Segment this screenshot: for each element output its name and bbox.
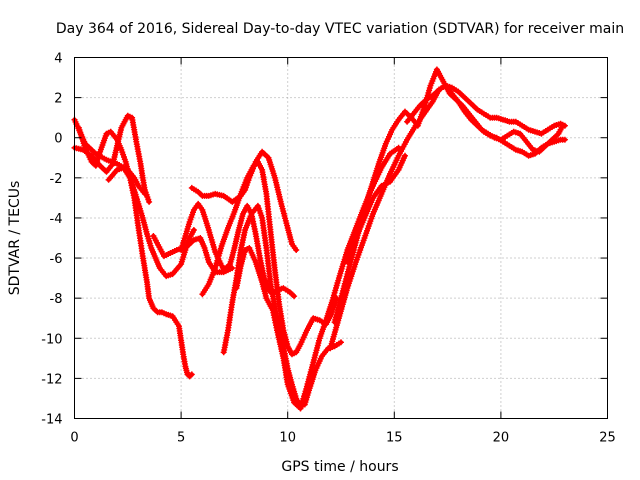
y-tick-label: 2 [54, 92, 62, 107]
x-tick-label: 20 [493, 431, 510, 446]
y-tick-label: -2 [50, 172, 63, 187]
x-tick-label: 10 [279, 431, 296, 446]
series-track-11 [331, 66, 566, 326]
series-markers [331, 66, 566, 326]
y-tick-label: -6 [50, 252, 63, 267]
axis-ticks: 0 5 10 15 20 25 -14 -12 -10 -8 -6 -4 -2 0 2 4 [41, 52, 616, 446]
y-tick-label: -12 [41, 372, 62, 387]
series-track-8 [199, 158, 340, 358]
y-tick-label: -8 [50, 292, 63, 307]
plot-frame [74, 57, 608, 419]
x-axis-title: GPS time / hours [281, 459, 398, 475]
x-tick-label: 0 [70, 431, 78, 446]
series-track-12 [327, 82, 568, 352]
series-track-4 [105, 164, 195, 380]
y-tick-label: -14 [41, 413, 62, 428]
series-track-3 [75, 124, 197, 280]
series-markers [199, 158, 340, 358]
x-tick-label: 25 [599, 431, 616, 446]
series-markers [404, 82, 568, 137]
y-tick-label: -4 [50, 212, 63, 227]
y-axis-title: SDTVAR / TECUs [7, 181, 23, 296]
data-series [71, 66, 568, 412]
x-tick-label: 15 [386, 431, 403, 446]
series-markers [327, 82, 568, 352]
series-markers [344, 152, 408, 266]
series-track-13 [404, 82, 568, 137]
chart-title: Day 364 of 2016, Sidereal Day-to-day VTE… [56, 21, 624, 37]
series-markers [105, 164, 195, 380]
series-track-10 [233, 144, 402, 412]
y-tick-label: 4 [54, 52, 62, 67]
y-tick-label: -10 [41, 332, 62, 347]
y-tick-label: 0 [54, 132, 62, 147]
series-markers [233, 144, 402, 412]
x-tick-label: 5 [177, 431, 185, 446]
series-track-14 [344, 152, 408, 266]
